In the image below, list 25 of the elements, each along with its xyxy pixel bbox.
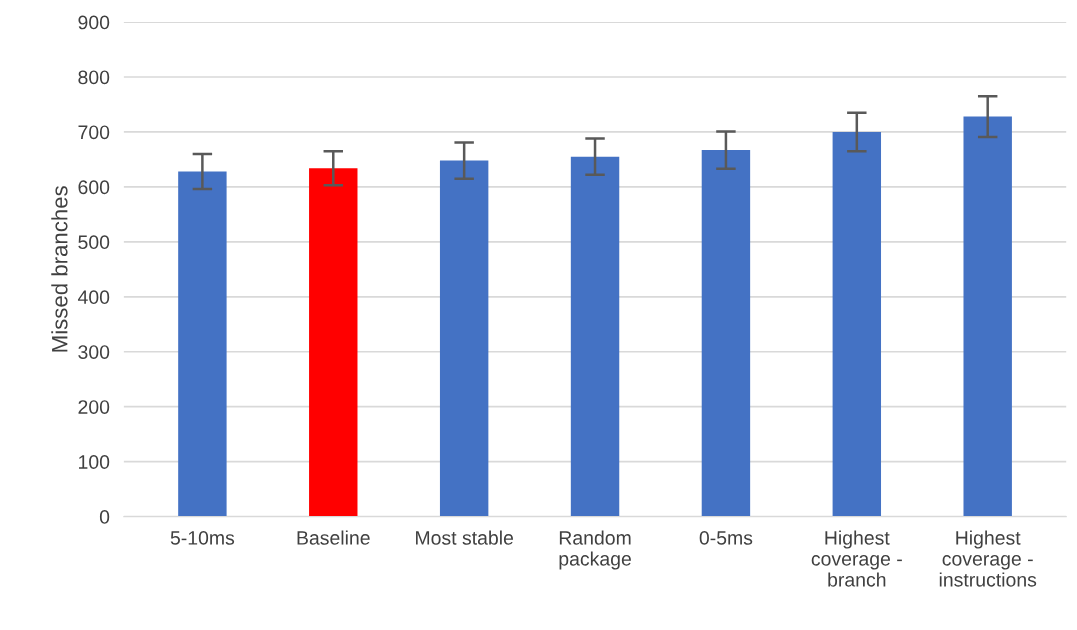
bar (570, 156, 620, 517)
x-tick-label: Highest coverage - instructions (939, 530, 1037, 587)
bar (439, 160, 489, 517)
y-tick-label: 0 (99, 510, 110, 524)
bar (701, 150, 751, 517)
y-tick-label: 800 (78, 70, 110, 85)
y-tick-label: 500 (78, 235, 110, 250)
y-tick-label: 200 (78, 400, 110, 414)
y-tick-label: 400 (77, 290, 110, 305)
bar (963, 116, 1012, 517)
x-tick-label: Most stable (416, 530, 514, 545)
x-tick-label: Highest coverage - branch (811, 530, 902, 587)
bar (309, 168, 358, 517)
y-axis-title: Missed branches (51, 186, 68, 352)
x-tick-label: 5-10ms (170, 531, 235, 545)
y-tick-label: 300 (78, 345, 110, 359)
x-tick-label: Baseline (297, 530, 370, 545)
x-tick-label: 0-5ms (699, 531, 753, 545)
bar (178, 171, 227, 517)
y-tick-label: 600 (78, 180, 110, 195)
x-tick-label: Random package (559, 530, 631, 570)
bar (832, 131, 882, 517)
y-tick-label: 900 (78, 15, 110, 30)
y-tick-label: 100 (79, 455, 110, 469)
y-tick-label: 700 (78, 125, 110, 140)
